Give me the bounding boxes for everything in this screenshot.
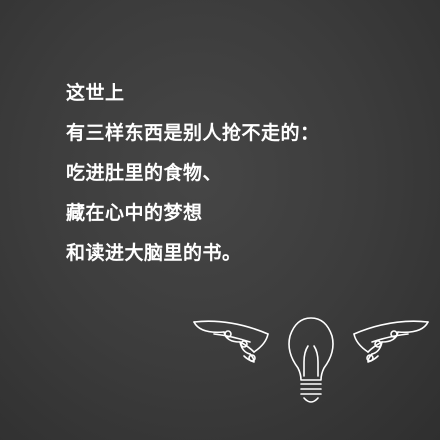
quote-block: 这世上 有三样东西是别人抢不走的： 吃进肚里的食物、 藏在心中的梦想 和读进大脑…: [66, 84, 320, 284]
quote-line-3: 吃进肚里的食物、: [66, 162, 223, 184]
winged-lightbulb-emblem: [190, 312, 432, 412]
left-wing-icon: [193, 320, 269, 363]
quote-line-2: 有三样东西是别人抢不走的：: [66, 122, 320, 144]
lightbulb-icon: [288, 317, 334, 403]
quote-line-4: 藏在心中的梦想: [66, 202, 203, 224]
quote-line-5: 和读进大脑里的书。: [66, 242, 242, 264]
quote-line-1: 这世上: [66, 82, 125, 104]
right-wing-icon: [353, 320, 429, 363]
